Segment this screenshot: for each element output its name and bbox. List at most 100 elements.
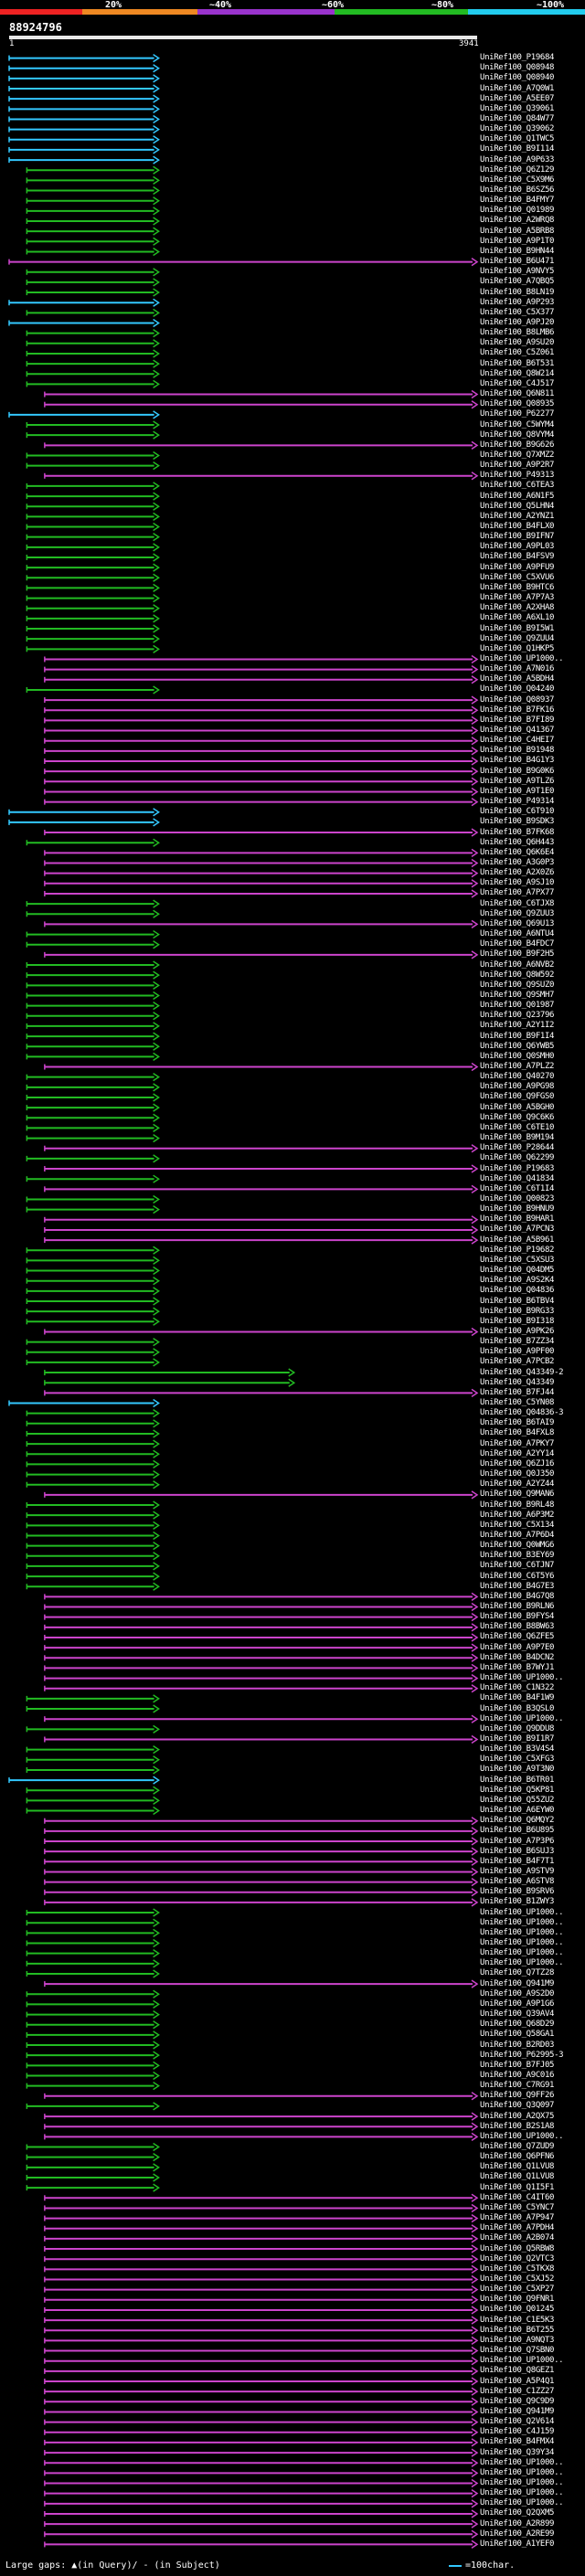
hit-label[interactable]: UniRef100_Q9MAN6 [480, 1489, 555, 1500]
hit-label[interactable]: UniRef100_B6TAI9 [480, 1418, 555, 1428]
hit-row[interactable] [44, 726, 479, 736]
hit-label[interactable]: UniRef100_A9SJ10 [480, 878, 555, 888]
hit-label[interactable]: UniRef100_B4G7E3 [480, 1581, 555, 1591]
hit-row[interactable] [26, 1459, 160, 1469]
hit-row[interactable] [26, 1287, 160, 1296]
hit-label[interactable]: UniRef100_A9PFU9 [480, 562, 555, 572]
hit-row[interactable] [26, 1317, 160, 1326]
hit-row[interactable] [44, 2519, 479, 2528]
hit-row[interactable] [44, 2499, 479, 2508]
hit-row[interactable] [26, 512, 160, 521]
hit-label[interactable]: UniRef100_C5XSU3 [480, 1255, 555, 1265]
hit-row[interactable] [44, 2539, 479, 2549]
hit-label[interactable]: UniRef100_B9HTC6 [480, 582, 555, 592]
hit-row[interactable] [44, 2244, 479, 2253]
hit-row[interactable] [26, 1480, 160, 1489]
hit-row[interactable] [44, 1684, 479, 1693]
hit-row[interactable] [26, 2009, 160, 2019]
hit-row[interactable] [8, 808, 160, 817]
hit-label[interactable]: UniRef100_A2X0Z6 [480, 868, 555, 878]
hit-label[interactable]: UniRef100_C5XFG3 [480, 1754, 555, 1765]
hit-label[interactable]: UniRef100_B3EY69 [480, 1551, 555, 1561]
hit-label[interactable]: UniRef100_UP1000.. [480, 1958, 564, 1968]
hit-label[interactable]: UniRef100_Q941M9 [480, 1978, 555, 1988]
hit-row[interactable] [26, 1786, 160, 1795]
hit-label[interactable]: UniRef100_Q6PFN6 [480, 2152, 555, 2162]
hit-label[interactable]: UniRef100_Q3Q097 [480, 2101, 555, 2111]
hit-row[interactable] [26, 1419, 160, 1428]
hit-row[interactable] [44, 2509, 479, 2518]
hit-row[interactable] [44, 389, 479, 399]
hit-row[interactable] [26, 2061, 160, 2070]
hit-row[interactable] [26, 543, 160, 552]
hit-row[interactable] [44, 1592, 479, 1602]
hit-label[interactable]: UniRef100_A7P6D4 [480, 1530, 555, 1540]
hit-label[interactable]: UniRef100_Q0WMG6 [480, 1541, 555, 1551]
hit-row[interactable] [8, 145, 160, 154]
hit-label[interactable]: UniRef100_A7PX77 [480, 888, 555, 898]
hit-label[interactable]: UniRef100_Q62299 [480, 1153, 555, 1163]
hit-row[interactable] [44, 2448, 479, 2457]
hit-row[interactable] [26, 522, 160, 532]
hit-label[interactable]: UniRef100_B6T255 [480, 2325, 555, 2335]
hit-row[interactable] [26, 369, 160, 378]
hit-row[interactable] [44, 2438, 479, 2447]
hit-label[interactable]: UniRef100_C4J517 [480, 378, 555, 388]
hit-row[interactable] [44, 675, 479, 684]
hit-label[interactable]: UniRef100_Q7SBN0 [480, 2346, 555, 2356]
hit-row[interactable] [44, 2254, 479, 2263]
hit-label[interactable]: UniRef100_UP1000.. [480, 1927, 564, 1937]
hit-row[interactable] [26, 1755, 160, 1765]
hit-label[interactable]: UniRef100_Q9C6K6 [480, 1112, 555, 1122]
hit-label[interactable]: UniRef100_B9SDK3 [480, 817, 555, 827]
hit-label[interactable]: UniRef100_Q1I5F1 [480, 2182, 555, 2192]
hit-row[interactable] [26, 1541, 160, 1551]
hit-row[interactable] [26, 624, 160, 633]
hit-label[interactable]: UniRef100_B9RG33 [480, 1306, 555, 1316]
hit-row[interactable] [44, 858, 479, 868]
hit-row[interactable] [44, 1602, 479, 1612]
hit-row[interactable] [44, 654, 479, 664]
hit-label[interactable]: UniRef100_C5X134 [480, 1520, 555, 1530]
hit-row[interactable] [26, 288, 160, 297]
hit-label[interactable]: UniRef100_UP1000.. [480, 653, 564, 663]
hit-label[interactable]: UniRef100_Q41834 [480, 1173, 555, 1183]
hit-row[interactable] [26, 175, 160, 186]
hit-label[interactable]: UniRef100_B4F1W9 [480, 1693, 555, 1703]
hit-row[interactable] [26, 614, 160, 623]
hit-label[interactable]: UniRef100_A6XL10 [480, 613, 555, 623]
hit-label[interactable]: UniRef100_Q04836-3 [480, 1408, 564, 1418]
hit-row[interactable] [44, 737, 479, 746]
hit-label[interactable]: UniRef100_A2QX75 [480, 2111, 555, 2121]
hit-row[interactable] [44, 2112, 479, 2121]
hit-label[interactable]: UniRef100_Q8VYM4 [480, 429, 555, 440]
hit-label[interactable]: UniRef100_Q6ZJ16 [480, 1458, 555, 1468]
hit-label[interactable]: UniRef100_A7P3P6 [480, 1836, 555, 1846]
hit-row[interactable] [8, 64, 160, 73]
hit-label[interactable]: UniRef100_B8LMB6 [480, 328, 555, 338]
hit-row[interactable] [26, 1083, 160, 1092]
hit-row[interactable] [26, 1194, 160, 1204]
hit-label[interactable]: UniRef100_A2B074 [480, 2233, 555, 2243]
hit-row[interactable] [26, 1694, 160, 1703]
hit-row[interactable] [8, 318, 160, 328]
hit-row[interactable] [26, 1531, 160, 1541]
hit-row[interactable] [26, 2163, 160, 2172]
hit-label[interactable]: UniRef100_Q9FNR1 [480, 2295, 555, 2305]
hit-label[interactable]: UniRef100_A6NVB2 [480, 959, 555, 970]
hit-label[interactable]: UniRef100_A5P4Q1 [480, 2376, 555, 2386]
hit-label[interactable]: UniRef100_Q5RBW8 [480, 2243, 555, 2253]
hit-row[interactable] [44, 2397, 479, 2406]
hit-label[interactable]: UniRef100_Q1LVU8 [480, 2162, 555, 2172]
hit-row[interactable] [26, 1500, 160, 1510]
hit-row[interactable] [44, 1673, 479, 1683]
hit-label[interactable]: UniRef100_Q55ZU2 [480, 1795, 555, 1805]
hit-label[interactable]: UniRef100_A7Q0W1 [480, 83, 555, 93]
hit-row[interactable] [26, 2173, 160, 2182]
hit-label[interactable]: UniRef100_Q9FGS0 [480, 1092, 555, 1102]
hit-label[interactable]: UniRef100_Q9FF26 [480, 2091, 555, 2101]
hit-row[interactable] [44, 1235, 479, 1245]
hit-label[interactable]: UniRef100_A2YY14 [480, 1448, 555, 1458]
hit-label[interactable]: UniRef100_B1ZWY3 [480, 1897, 555, 1907]
hit-label[interactable]: UniRef100_UP1000.. [480, 2467, 564, 2477]
